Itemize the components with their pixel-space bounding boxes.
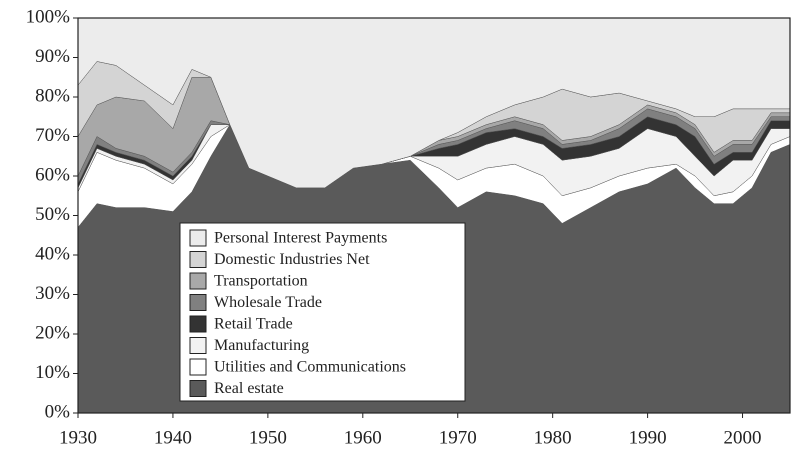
y-tick-label: 100% bbox=[26, 6, 71, 27]
y-tick-label: 90% bbox=[35, 46, 70, 67]
legend-label: Real estate bbox=[214, 380, 284, 397]
legend: Personal Interest Payments Domestic Indus… bbox=[179, 222, 466, 402]
x-tick-label: 2000 bbox=[724, 427, 762, 448]
legend-label: Wholesale Trade bbox=[214, 294, 322, 311]
x-tick-label: 1970 bbox=[439, 427, 477, 448]
legend-swatch bbox=[189, 337, 207, 354]
x-tick-label: 1930 bbox=[59, 427, 97, 448]
legend-box bbox=[179, 222, 466, 402]
legend-swatch bbox=[189, 294, 207, 311]
y-tick-label: 60% bbox=[35, 164, 70, 185]
x-tick-label: 1940 bbox=[154, 427, 192, 448]
legend-label: Transportation bbox=[214, 273, 308, 290]
y-tick-label: 70% bbox=[35, 125, 70, 146]
legend-swatch bbox=[189, 229, 207, 247]
y-tick-label: 0% bbox=[45, 401, 71, 422]
y-tick-label: 30% bbox=[35, 283, 70, 304]
y-tick-label: 50% bbox=[35, 204, 70, 225]
y-tick-label: 40% bbox=[35, 243, 70, 264]
y-tick-label: 10% bbox=[35, 362, 70, 383]
legend-swatch bbox=[189, 272, 207, 290]
legend-label: Manufacturing bbox=[214, 337, 309, 354]
x-tick-label: 1960 bbox=[344, 427, 382, 448]
x-tick-label: 1980 bbox=[534, 427, 572, 448]
legend-label: Retail Trade bbox=[214, 316, 293, 333]
x-tick-label: 1950 bbox=[249, 427, 287, 448]
legend-label: Personal Interest Payments bbox=[214, 230, 387, 247]
legend-swatch bbox=[189, 380, 207, 397]
legend-label: Domestic Industries Net bbox=[214, 251, 370, 268]
legend-swatch bbox=[189, 315, 207, 333]
y-tick-label: 80% bbox=[35, 85, 70, 106]
legend-swatch bbox=[189, 358, 207, 376]
y-tick-label: 20% bbox=[35, 322, 70, 343]
legend-swatch bbox=[189, 251, 207, 268]
legend-label: Utilities and Communications bbox=[214, 359, 406, 376]
x-tick-label: 1990 bbox=[629, 427, 667, 448]
